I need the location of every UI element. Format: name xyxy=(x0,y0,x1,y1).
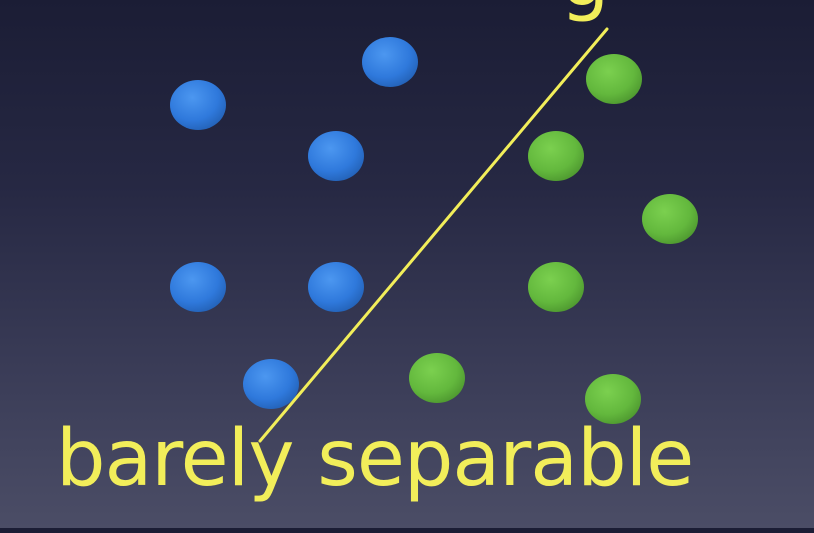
green-point-2 xyxy=(528,131,584,181)
blue-point-4 xyxy=(170,262,226,312)
green-point-5 xyxy=(409,353,465,403)
caption-label: barely separable xyxy=(56,414,694,504)
blue-point-5 xyxy=(308,262,364,312)
green-point-6 xyxy=(585,374,641,424)
green-point-4 xyxy=(528,262,584,312)
green-point-3 xyxy=(642,194,698,244)
blue-point-2 xyxy=(362,37,418,87)
blue-point-1 xyxy=(170,80,226,130)
green-point-1 xyxy=(586,54,642,104)
separator-line xyxy=(258,27,609,443)
blue-point-6 xyxy=(243,359,299,409)
points-layer xyxy=(170,37,698,424)
cropped-title-glyph: g xyxy=(560,0,650,24)
blue-point-3 xyxy=(308,131,364,181)
